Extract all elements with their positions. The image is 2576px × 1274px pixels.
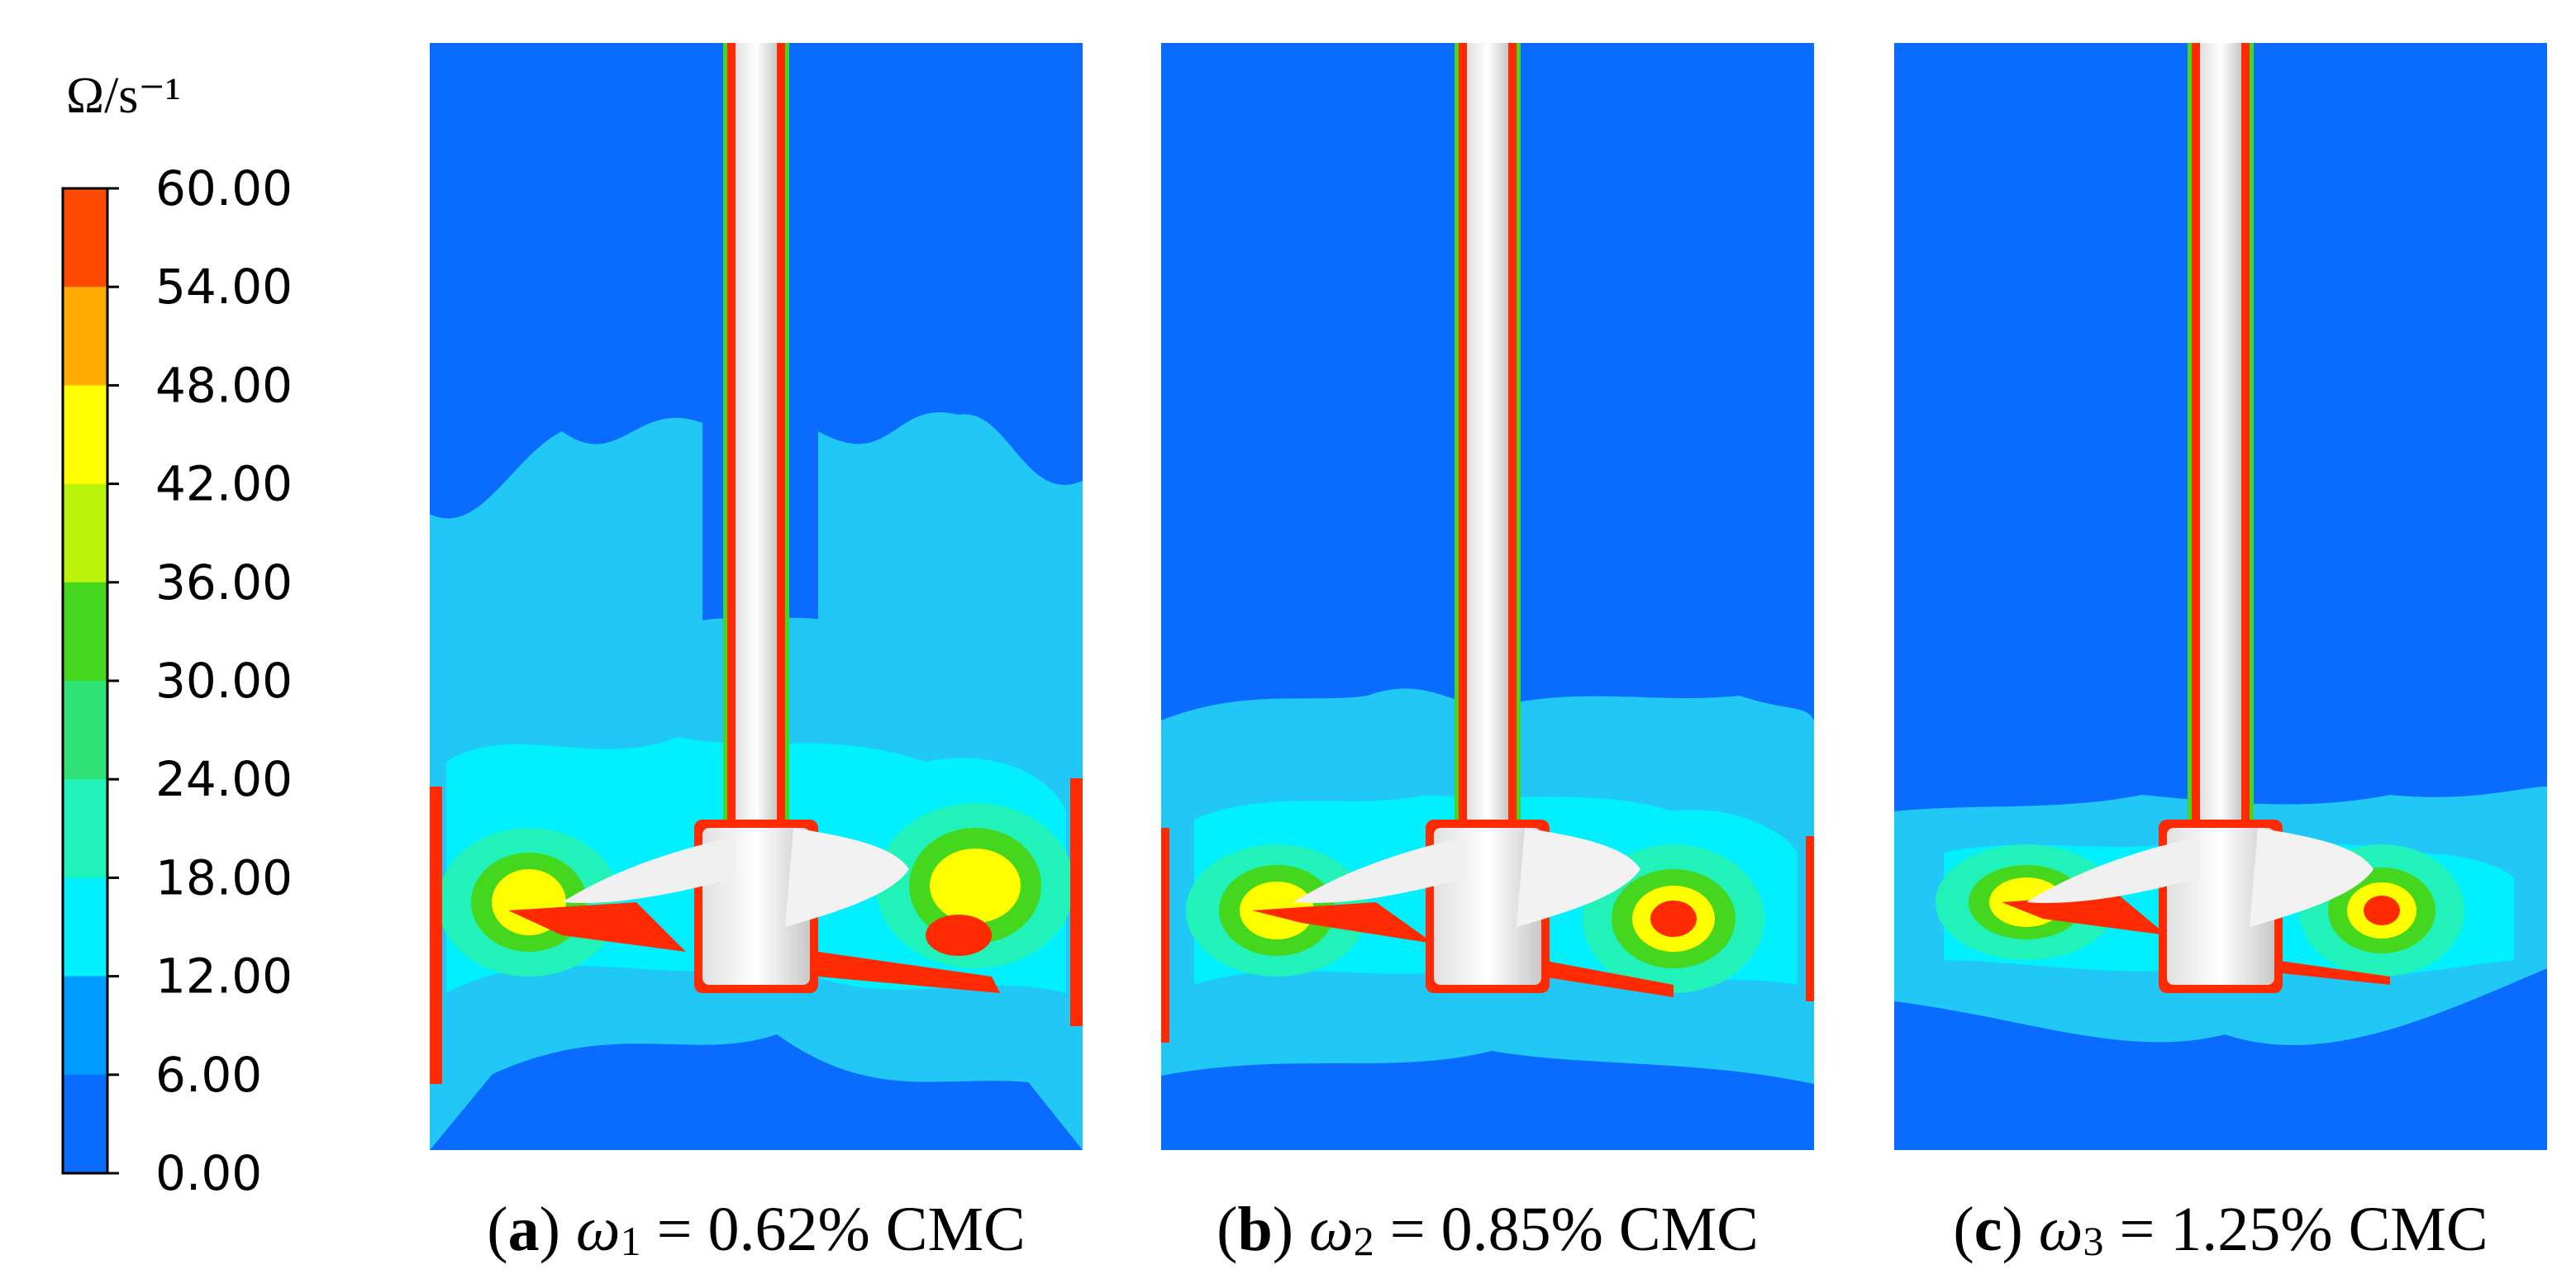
- blade-left: [562, 836, 736, 903]
- shaft: [2200, 43, 2241, 836]
- colorbar-band: [63, 385, 107, 485]
- caption-a: (a) ω1 = 0.62% CMC: [487, 1195, 1026, 1264]
- blade-right: [1517, 828, 1640, 927]
- blade-right: [2250, 828, 2374, 927]
- blade-right: [785, 828, 909, 927]
- blade-left: [2026, 836, 2200, 903]
- contour-plot-b: [1161, 43, 1814, 1084]
- colorbar-ticks: 60.00 54.00 48.00 42.00 36.00 30.00 24.00 18.00…: [107, 160, 293, 1201]
- colorbar-tick-label: 18.00: [155, 849, 293, 906]
- colorbar-tick-label: 54.00: [155, 259, 293, 315]
- colorbar-band: [63, 1074, 107, 1174]
- colorbar-band: [63, 582, 107, 682]
- contour-plot-a: [430, 43, 1083, 1150]
- colorbar-tick-label: 12.00: [155, 948, 293, 1005]
- blade-left: [1293, 836, 1467, 903]
- colorbar-tick-label: 60.00: [155, 160, 293, 216]
- colorbar-tick-label: 6.00: [155, 1047, 262, 1103]
- shaft: [1467, 43, 1508, 836]
- colorbar-bands: [63, 188, 107, 1174]
- contour-plot-c: [1894, 43, 2547, 1045]
- colorbar-tick-label: 24.00: [155, 751, 293, 807]
- colorbar: 60.00 54.00 48.00 42.00 36.00 30.00 24.00 18.00…: [61, 160, 293, 1201]
- colorbar-tick-label: 36.00: [155, 554, 293, 611]
- shaft: [736, 43, 777, 836]
- colorbar-band: [63, 976, 107, 1076]
- caption-c: (c) ω3 = 1.25% CMC: [1953, 1195, 2488, 1264]
- colorbar-tick-label: 30.00: [155, 653, 293, 709]
- colorbar-band: [63, 877, 107, 977]
- colorbar-title: Ω/s⁻¹: [66, 68, 181, 124]
- colorbar-band: [63, 287, 107, 386]
- panel-b: [1161, 43, 1814, 1150]
- panel-a: [430, 43, 1083, 1150]
- panel-c: [1894, 43, 2547, 1150]
- colorbar-band: [63, 188, 107, 288]
- caption-b: (b) ω2 = 0.85% CMC: [1217, 1195, 1759, 1264]
- colorbar-tick-label: 0.00: [155, 1145, 262, 1201]
- colorbar-tick-label: 42.00: [155, 456, 293, 512]
- colorbar-band: [63, 779, 107, 878]
- colorbar-band: [63, 681, 107, 780]
- colorbar-band: [63, 483, 107, 583]
- colorbar-tick-label: 48.00: [155, 357, 293, 413]
